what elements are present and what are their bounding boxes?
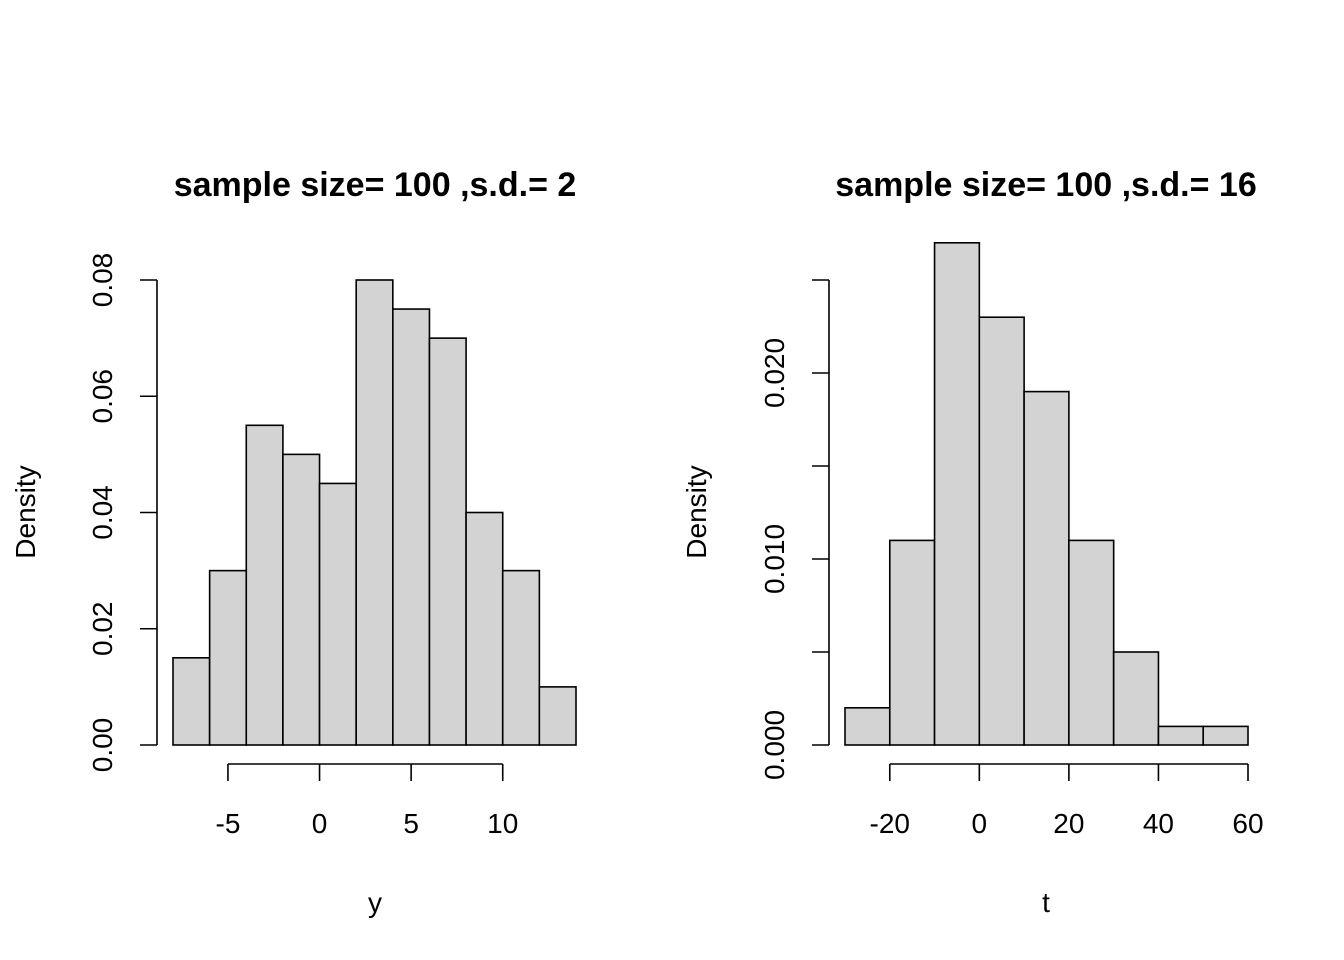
panel-1-x-tick-label-4: 10 xyxy=(487,808,518,839)
panel-1-y-tick-label-5: 0.08 xyxy=(87,253,118,308)
panel-1-y-axis: 0.00 0.02 0.04 0.06 0.08 xyxy=(87,253,158,773)
panel-2-bar-4 xyxy=(978,316,1025,746)
panel-2-bar-7 xyxy=(1112,651,1160,746)
panel-1-y-tick-label-4: 0.06 xyxy=(87,369,118,424)
panel-1-y-tick-label-3: 0.04 xyxy=(87,485,118,540)
panel-1-y-axis-label: Density xyxy=(10,465,41,558)
panel-1-bar-11 xyxy=(538,686,577,746)
panel-1-bars xyxy=(172,279,577,746)
panel-2-x-tick-label-1: -20 xyxy=(870,808,910,839)
panel-1-bar-2 xyxy=(208,569,248,746)
panel-1-bar-1 xyxy=(172,657,211,746)
panel-2-bar-6 xyxy=(1068,539,1115,746)
panel-2-bar-2 xyxy=(888,539,936,746)
panel-1-y-tick-label-1: 0.00 xyxy=(87,718,118,773)
panel-1-bar-7 xyxy=(392,308,431,746)
panel-1-x-tick-label-2: 0 xyxy=(312,808,328,839)
panel-2-y-axis: 0.000 0.010 0.020 xyxy=(759,279,830,780)
panel-2-x-tick-label-3: 20 xyxy=(1053,808,1084,839)
panel-1-y-tick-label-2: 0.02 xyxy=(87,602,118,657)
histogram-panel-1: sample size= 100 ,s.d.= 2 -5 0 5 10 0.000.0… xyxy=(10,166,577,918)
panel-2-x-axis-label: t xyxy=(1042,887,1050,918)
panel-2-x-tick-label-5: 60 xyxy=(1232,808,1263,839)
panel-2-bar-5 xyxy=(1023,390,1070,746)
panel-2-x-tick-label-4: 40 xyxy=(1143,808,1174,839)
panel-2-bar-3 xyxy=(933,242,981,746)
panel-1-bar-8 xyxy=(428,337,467,746)
panel-1-x-axis: -5 0 5 10 xyxy=(216,763,518,839)
histogram-panel-2: sample size= 100 ,s.d.= 16 -20 0 20 40 60 0.… xyxy=(681,166,1264,918)
panel-2-bar-1 xyxy=(844,706,891,746)
panel-1-bar-4 xyxy=(282,453,321,746)
panel-2-x-axis: -20 0 20 40 60 xyxy=(870,763,1264,839)
panel-1-x-axis-label: y xyxy=(368,887,382,918)
panel-1-x-tick-label-1: -5 xyxy=(216,808,241,839)
panel-1-bar-10 xyxy=(501,569,541,746)
panel-2-y-axis-label: Density xyxy=(681,465,712,558)
panel-2-y-tick-label-5: 0.020 xyxy=(759,338,790,408)
panel-2-title: sample size= 100 ,s.d.= 16 xyxy=(835,166,1257,204)
panel-1-title: sample size= 100 ,s.d.= 2 xyxy=(174,166,577,204)
panel-2-bars xyxy=(844,242,1249,746)
panel-1-bar-9 xyxy=(465,511,504,746)
panel-2-bar-8 xyxy=(1157,725,1205,746)
panel-2-bar-9 xyxy=(1202,725,1249,746)
panel-2-x-tick-label-2: 0 xyxy=(972,808,988,839)
panel-1-bar-6 xyxy=(355,279,394,746)
panel-1-bar-5 xyxy=(318,482,357,746)
panel-1-x-tick-label-3: 5 xyxy=(403,808,419,839)
panel-2-y-tick-label-1: 0.000 xyxy=(759,710,790,780)
panel-1-bar-3 xyxy=(245,424,284,746)
panel-2-y-tick-label-3: 0.010 xyxy=(759,524,790,594)
